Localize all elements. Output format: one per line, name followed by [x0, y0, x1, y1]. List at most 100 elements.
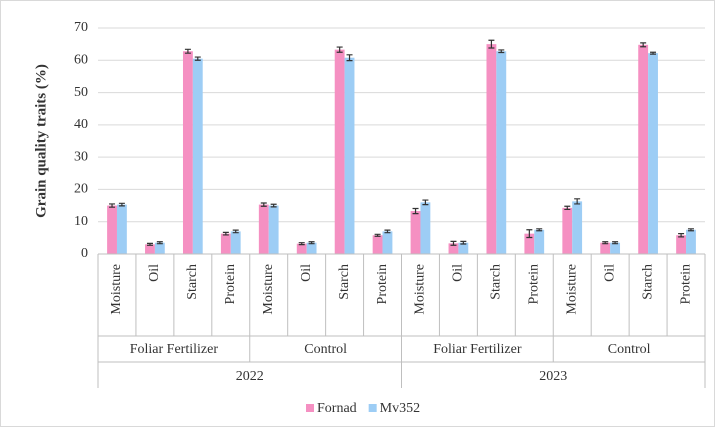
- bar: [638, 44, 649, 254]
- error-bar: [526, 229, 533, 239]
- bar: [676, 235, 687, 254]
- error-bar: [346, 54, 353, 62]
- error-bar: [450, 240, 457, 246]
- legend-label: Mv352: [380, 401, 420, 416]
- error-bar: [118, 202, 125, 207]
- bar: [154, 242, 165, 254]
- legend-swatch: [368, 404, 377, 412]
- y-tick-label: 40: [74, 117, 88, 132]
- error-bar: [298, 242, 305, 246]
- error-bar: [678, 233, 685, 238]
- error-bar: [222, 231, 229, 236]
- bar: [648, 53, 658, 254]
- error-bar: [109, 203, 116, 208]
- error-bar: [232, 229, 239, 234]
- error-bar: [422, 199, 429, 206]
- y-tick-label: 70: [74, 20, 88, 35]
- x-tick-label: Protein: [223, 264, 238, 304]
- bar: [572, 201, 583, 254]
- y-tick-label: 0: [81, 246, 88, 261]
- bar: [145, 244, 155, 254]
- legend-label: Fornad: [317, 401, 357, 416]
- error-bar: [374, 233, 381, 237]
- x-tick-label: Protein: [527, 264, 542, 304]
- x-tick-label: Starch: [337, 264, 352, 300]
- x-tick-label: Oil: [299, 264, 314, 282]
- error-bar: [308, 241, 315, 245]
- bar: [230, 231, 241, 254]
- bar: [192, 58, 203, 254]
- bar: [306, 242, 317, 254]
- bar: [372, 235, 383, 254]
- error-bar: [498, 49, 505, 54]
- x-tick-label: Moisture: [413, 264, 428, 315]
- y-tick-label: 30: [74, 149, 88, 164]
- x-tick-label: Oil: [451, 264, 466, 282]
- bar: [107, 205, 117, 254]
- treatment-label: Foliar Fertilizer: [130, 342, 219, 357]
- error-bar: [640, 42, 647, 48]
- error-bar: [412, 207, 419, 215]
- bar: [420, 202, 431, 254]
- error-bar: [536, 228, 543, 232]
- bar: [448, 243, 459, 254]
- x-tick-label: Moisture: [261, 264, 276, 315]
- bar: [496, 51, 507, 255]
- x-tick-label: Moisture: [564, 264, 579, 315]
- bar: [296, 243, 307, 254]
- x-tick-label: Protein: [678, 264, 693, 304]
- bar: [116, 204, 127, 254]
- y-tick-label: 60: [74, 53, 88, 68]
- bar: [344, 57, 355, 255]
- error-bar: [564, 205, 571, 211]
- bar: [686, 229, 696, 254]
- treatment-label: Foliar Fertilizer: [433, 342, 522, 357]
- y-tick-label: 50: [74, 85, 88, 100]
- x-tick-label: Oil: [147, 264, 162, 282]
- year-label: 2023: [539, 369, 567, 384]
- x-tick-label: Moisture: [109, 264, 124, 315]
- bar: [610, 242, 621, 254]
- treatment-label: Control: [304, 342, 347, 357]
- bar: [534, 229, 545, 254]
- error-bar: [687, 228, 694, 232]
- error-bar: [574, 198, 581, 205]
- error-bar: [336, 46, 343, 53]
- bar: [258, 204, 269, 254]
- y-tick-label: 10: [74, 214, 88, 229]
- bar: [562, 207, 573, 254]
- bar: [220, 233, 231, 254]
- error-bar: [194, 56, 201, 61]
- y-tick-label: 20: [74, 182, 88, 197]
- legend-swatch: [306, 404, 314, 412]
- error-bar: [650, 51, 657, 55]
- error-bar: [460, 240, 467, 245]
- x-tick-label: Oil: [602, 264, 617, 282]
- bar: [524, 233, 535, 254]
- y-axis-title: Grain quality traits (%): [33, 64, 49, 218]
- error-bar: [184, 48, 191, 54]
- error-bar: [260, 202, 267, 207]
- bar: [182, 51, 193, 255]
- x-tick-label: Starch: [489, 264, 504, 300]
- bar: [600, 242, 611, 254]
- bar: [382, 231, 393, 254]
- x-tick-label: Protein: [375, 264, 390, 304]
- error-bar: [384, 229, 391, 234]
- error-bar: [270, 203, 277, 208]
- bar: [334, 49, 345, 255]
- x-tick-label: Starch: [185, 264, 200, 300]
- bar: [268, 205, 279, 254]
- error-bar: [612, 241, 619, 245]
- error-bar: [146, 242, 153, 246]
- error-bar: [488, 39, 495, 49]
- error-bar: [602, 241, 609, 245]
- bar: [486, 44, 497, 255]
- bar: [458, 242, 469, 254]
- bar: [410, 211, 421, 254]
- treatment-label: Control: [608, 342, 651, 357]
- x-tick-label: Starch: [640, 264, 655, 300]
- year-label: 2022: [236, 369, 264, 384]
